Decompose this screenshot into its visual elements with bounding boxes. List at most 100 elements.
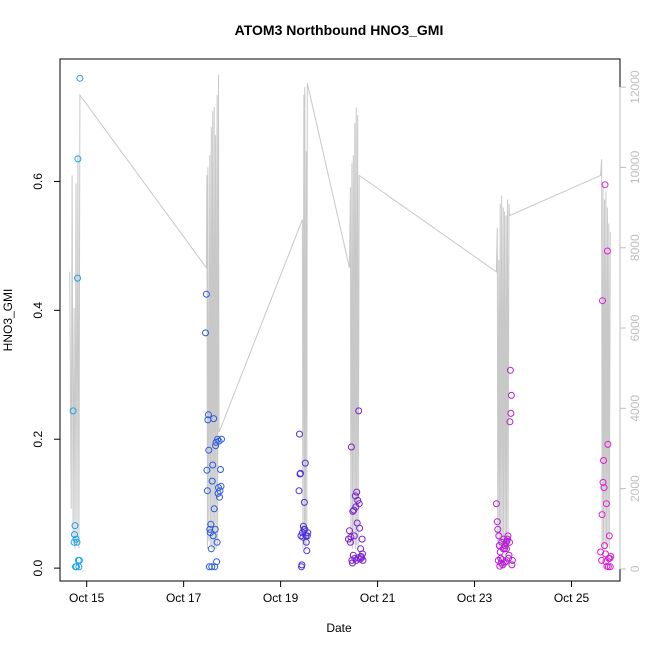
data-point [492, 500, 500, 508]
data-point [212, 442, 220, 450]
data-point [72, 535, 80, 543]
data-point [497, 559, 505, 567]
y-tick-label: 0.0 [31, 559, 45, 576]
data-point [217, 466, 224, 473]
data-point [202, 290, 210, 298]
data-point [299, 522, 307, 530]
data-point [600, 457, 607, 464]
data-point [209, 461, 217, 469]
data-point [607, 553, 615, 560]
data-point [71, 531, 78, 539]
y2-tick-label: 8000 [628, 234, 642, 261]
data-point [302, 538, 310, 546]
x-axis: Oct 15 Oct 17 Oct 19 Oct 21 Oct 23 Oct 25 [69, 580, 590, 605]
data-point [600, 484, 608, 492]
data-point [217, 482, 225, 490]
data-point [504, 532, 512, 540]
y-tick-label: 0.4 [31, 302, 45, 319]
data-point [216, 487, 224, 495]
data-point [601, 542, 608, 550]
y2-tick-label: 12000 [628, 70, 642, 104]
data-point [601, 181, 609, 189]
data-point [497, 554, 505, 562]
data-point [295, 487, 303, 495]
data-point [350, 532, 358, 540]
data-point [73, 538, 81, 546]
data-point [211, 525, 219, 533]
data-point [505, 551, 513, 559]
data-point [297, 469, 304, 477]
data-point [508, 561, 516, 569]
y-tick-label: 0.6 [31, 173, 45, 190]
data-point [296, 430, 303, 438]
x-tick-label: Oct 15 [69, 591, 105, 605]
y-axis-right: 0 2000 4000 6000 8000 10000 12000 [619, 70, 642, 572]
data-point [501, 545, 509, 553]
data-point [507, 409, 515, 417]
data-point [507, 391, 515, 399]
data-point [203, 487, 211, 495]
y2-tick-label: 6000 [628, 314, 642, 341]
data-point [74, 274, 81, 282]
data-point [502, 538, 510, 546]
data-point [205, 446, 213, 454]
data-point [495, 532, 503, 540]
data-point [508, 556, 516, 564]
data-point [598, 556, 606, 564]
data-point [359, 556, 367, 564]
data-point [354, 496, 362, 504]
data-point [353, 488, 361, 496]
data-point [75, 556, 83, 564]
data-point [303, 532, 311, 540]
data-point [494, 525, 502, 533]
data-point [301, 459, 309, 467]
data-point [351, 554, 359, 562]
data-point [203, 466, 211, 474]
data-point [210, 505, 218, 513]
data-point [493, 518, 501, 526]
data-point [73, 563, 80, 571]
x-tick-label: Oct 21 [360, 591, 396, 605]
data-point [202, 329, 209, 337]
data-point [355, 500, 363, 508]
data-point [346, 527, 353, 535]
data-point [218, 435, 225, 443]
y-tick-label: 0.2 [31, 431, 45, 448]
data-point [506, 538, 513, 546]
hno3-point-series [69, 74, 615, 571]
x-tick-label: Oct 23 [457, 591, 493, 605]
plot-border [59, 58, 621, 582]
data-point [300, 498, 308, 506]
data-point [358, 535, 366, 543]
data-point [506, 418, 514, 426]
data-point [205, 563, 213, 571]
data-point [69, 407, 77, 415]
data-point [505, 554, 512, 562]
chart-title: ATOM3 Northbound HNO3_GMI [235, 22, 444, 38]
data-point [76, 74, 84, 82]
data-point [213, 558, 221, 566]
data-point [347, 443, 355, 451]
data-point [500, 559, 508, 567]
data-point [501, 542, 509, 550]
altitude-line-series [69, 75, 611, 549]
data-point [298, 561, 306, 569]
altitude-line [69, 75, 611, 549]
x-tick-label: Oct 19 [263, 591, 299, 605]
data-point [602, 500, 610, 508]
x-axis-label: Date [326, 621, 352, 635]
y2-tick-label: 0 [628, 565, 642, 572]
data-point [210, 415, 218, 423]
data-point [208, 477, 216, 485]
data-point [74, 155, 82, 163]
data-point [304, 529, 312, 537]
y-axis-label: HNO3_GMI [1, 289, 15, 352]
data-point [503, 545, 510, 553]
data-point [359, 550, 366, 558]
data-point [346, 538, 354, 546]
data-point [209, 532, 217, 540]
data-point [604, 563, 612, 571]
data-point [204, 411, 212, 419]
x-tick-label: Oct 17 [166, 591, 202, 605]
